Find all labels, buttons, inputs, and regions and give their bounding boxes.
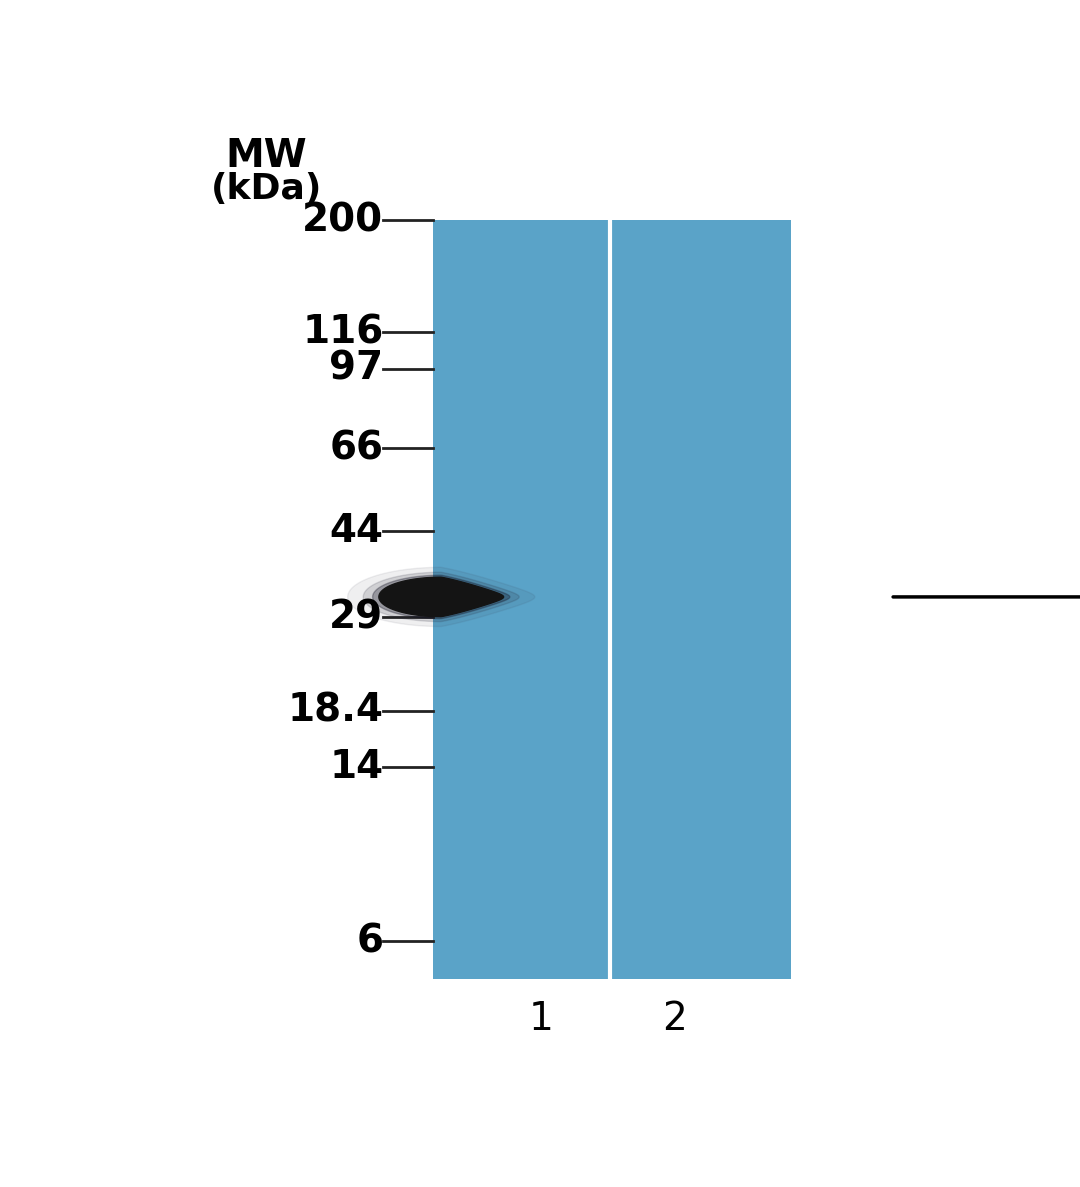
Text: 2: 2: [662, 1001, 687, 1039]
Text: 14: 14: [329, 748, 383, 786]
Text: (kDa): (kDa): [211, 172, 322, 205]
Text: 1: 1: [528, 1001, 553, 1039]
Text: 97: 97: [329, 350, 383, 388]
Text: 18.4: 18.4: [287, 692, 383, 730]
Text: 29: 29: [329, 598, 383, 636]
Text: MW: MW: [226, 137, 308, 174]
Text: 66: 66: [329, 429, 383, 466]
Text: 200: 200: [302, 201, 383, 239]
Text: 116: 116: [302, 313, 383, 351]
Text: 6: 6: [356, 922, 383, 960]
Polygon shape: [363, 572, 519, 622]
Polygon shape: [348, 567, 535, 627]
Polygon shape: [373, 576, 510, 618]
Bar: [433, 220, 791, 979]
Polygon shape: [379, 577, 503, 617]
Text: 44: 44: [329, 513, 383, 551]
